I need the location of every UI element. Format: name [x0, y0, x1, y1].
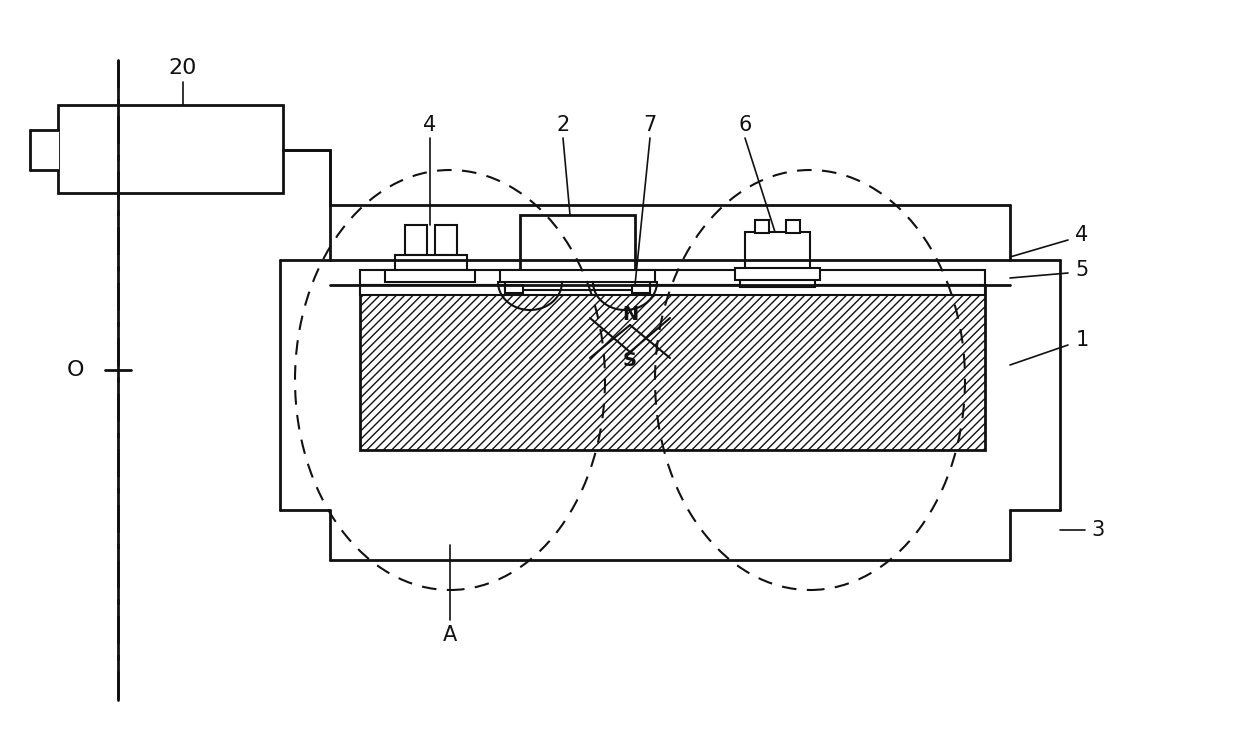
Text: 6: 6: [738, 115, 751, 135]
Bar: [31, 130, 60, 170]
Bar: [505, 280, 650, 290]
Bar: [505, 285, 523, 293]
Bar: [396, 255, 467, 270]
Bar: [435, 225, 458, 255]
Bar: [405, 225, 427, 255]
Bar: [360, 285, 985, 450]
Bar: [735, 268, 820, 280]
Bar: [360, 270, 985, 285]
Text: 3: 3: [1091, 520, 1105, 540]
Bar: [500, 270, 655, 282]
Text: 4: 4: [423, 115, 436, 135]
Text: 7: 7: [644, 115, 657, 135]
Bar: [520, 215, 635, 280]
Text: S: S: [622, 351, 637, 370]
Text: 20: 20: [169, 58, 197, 78]
Bar: [360, 285, 985, 295]
Text: 2: 2: [557, 115, 569, 135]
Bar: [755, 220, 769, 233]
Text: A: A: [443, 625, 458, 645]
Text: N: N: [622, 305, 639, 324]
Bar: [632, 285, 650, 293]
Text: 5: 5: [1075, 260, 1089, 280]
Bar: [786, 220, 800, 233]
Text: 4: 4: [1075, 225, 1089, 245]
Bar: [745, 232, 810, 277]
Text: O: O: [66, 360, 84, 380]
Bar: [740, 277, 815, 287]
Bar: [384, 270, 475, 282]
Text: 1: 1: [1075, 330, 1089, 350]
Bar: [58, 105, 283, 193]
